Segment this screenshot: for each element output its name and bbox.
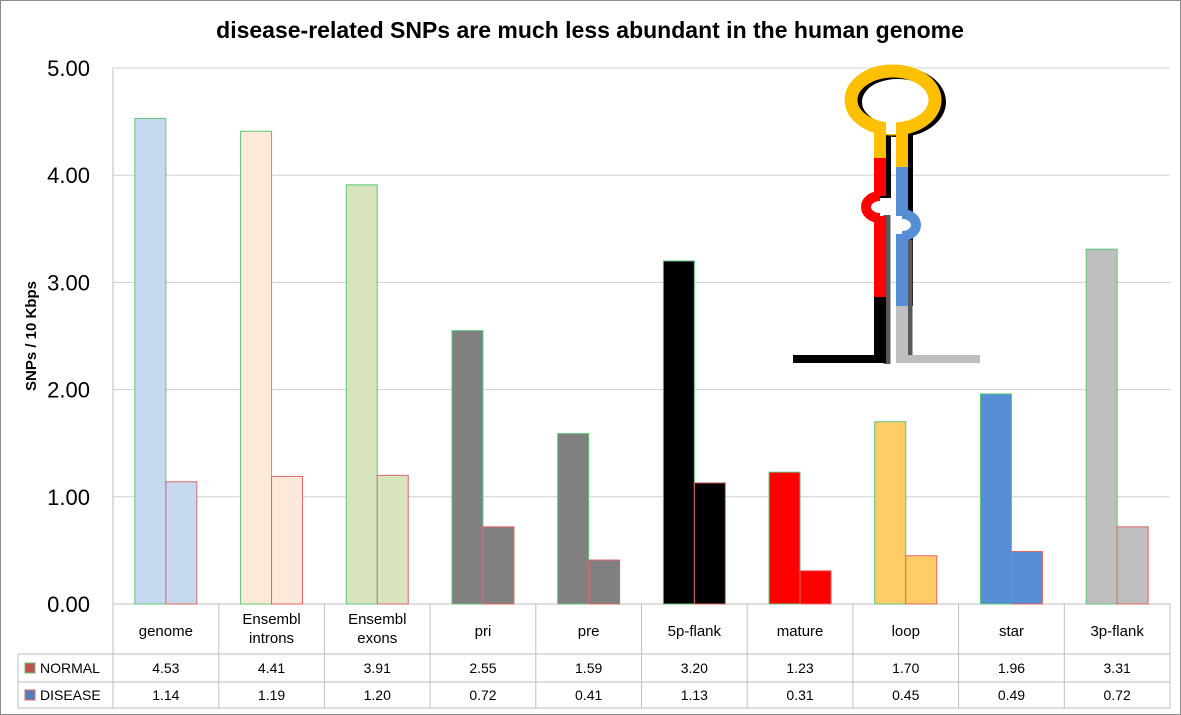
data-table-value: 0.72 (469, 687, 496, 703)
x-tick-label: Ensembl (242, 611, 300, 628)
data-table-value: 1.59 (575, 660, 602, 676)
data-table-value: 3.20 (681, 660, 708, 676)
x-tick-label: pri (475, 623, 492, 640)
data-table-value: 4.53 (152, 660, 179, 676)
y-tick-label: 1.00 (47, 485, 90, 510)
x-tick-label: 3p-flank (1090, 623, 1144, 640)
data-table-value: 0.49 (998, 687, 1025, 703)
legend-key-normal (24, 662, 36, 674)
y-tick-label: 4.00 (47, 163, 90, 188)
bar-disease-mature (799, 570, 832, 605)
x-tick-label: mature (777, 623, 824, 640)
bar-disease-genome (165, 481, 198, 605)
bar-disease-ensembl-introns (271, 475, 304, 605)
y-tick-label: 5.00 (47, 56, 90, 81)
legend-label-normal: NORMAL (40, 660, 100, 676)
bar-normal-loop (874, 421, 907, 605)
data-table-value: 1.19 (258, 687, 285, 703)
bar-normal-5p-flank (662, 260, 695, 605)
mirna-hairpin-diagram (793, 64, 980, 364)
x-tick-label: exons (357, 630, 397, 647)
x-tick-label: introns (249, 630, 294, 647)
bar-disease-loop (905, 555, 938, 605)
y-axis-label: SNPs / 10 Kbps (23, 281, 40, 391)
bar-normal-3p-flank (1085, 248, 1118, 605)
data-table-value: 1.96 (998, 660, 1025, 676)
data-table-value: 0.72 (1104, 687, 1131, 703)
x-tick-label: star (999, 623, 1024, 640)
chart-title: disease-related SNPs are much less abund… (216, 17, 964, 43)
x-tick-label: genome (139, 623, 193, 640)
data-table-value: 3.31 (1104, 660, 1131, 676)
bar-normal-pre (557, 433, 590, 605)
bar-normal-genome (134, 117, 167, 605)
bar-disease-3p-flank (1116, 526, 1149, 605)
data-table-value: 0.45 (892, 687, 919, 703)
legend-key-disease (24, 689, 36, 701)
bar-disease-5p-flank (693, 482, 726, 605)
x-tick-label: loop (892, 623, 920, 640)
x-tick-label: Ensembl (348, 611, 406, 628)
data-table-value: 1.14 (152, 687, 179, 703)
bar-disease-pre (588, 559, 621, 605)
bar-normal-mature (768, 471, 801, 605)
bar-normal-ensembl-introns (240, 130, 273, 605)
data-table-value: 1.13 (681, 687, 708, 703)
bar-normal-ensembl-exons (345, 184, 378, 605)
legend-label-disease: DISEASE (40, 687, 101, 703)
data-table-value: 4.41 (258, 660, 285, 676)
bar-disease-ensembl-exons (376, 474, 409, 605)
data-table-value: 1.20 (364, 687, 391, 703)
x-tick-label: 5p-flank (668, 623, 722, 640)
bar-disease-star (1010, 550, 1043, 605)
data-table-value: 0.31 (786, 687, 813, 703)
y-tick-label: 2.00 (47, 378, 90, 403)
y-tick-label: 3.00 (47, 270, 90, 295)
x-tick-label: pre (578, 623, 600, 640)
data-table-value: 3.91 (364, 660, 391, 676)
data-table-value: 1.70 (892, 660, 919, 676)
data-table-value: 1.23 (786, 660, 813, 676)
data-table-value: 2.55 (469, 660, 496, 676)
bar-disease-pri (482, 526, 515, 605)
bar-normal-star (979, 393, 1012, 605)
data-table-value: 0.41 (575, 687, 602, 703)
bar-normal-pri (451, 330, 484, 605)
y-tick-label: 0.00 (47, 592, 90, 617)
